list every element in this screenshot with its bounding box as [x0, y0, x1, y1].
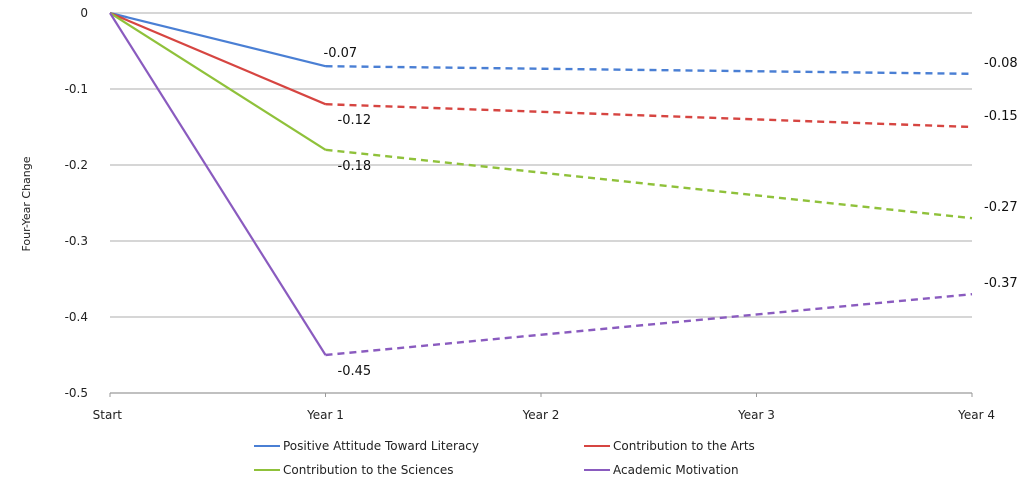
legend-label: Contribution to the Sciences — [283, 463, 453, 477]
legend-item: Contribution to the Sciences — [254, 463, 453, 477]
series-lines — [109, 11, 973, 357]
series-line-solid — [109, 12, 327, 151]
y-tick-label: -0.5 — [65, 386, 88, 400]
y-axis-title: Four-Year Change — [20, 156, 33, 251]
legend: Positive Attitude Toward Literacy Contrib… — [254, 439, 755, 477]
x-tick-label: Year 3 — [737, 408, 775, 422]
data-label: -0.18 — [338, 159, 372, 174]
series-line-dashed — [325, 103, 973, 129]
data-label: -0.27 — [984, 200, 1018, 215]
legend-item: Contribution to the Arts — [584, 439, 755, 453]
grid-lines — [110, 12, 972, 318]
y-tick-label: -0.1 — [65, 82, 88, 96]
y-tick-label: -0.3 — [65, 234, 88, 248]
data-label: -0.12 — [338, 113, 372, 128]
data-labels: -0.07 -0.08 -0.12 -0.15 -0.18 -0.27 -0.45 -0.37 — [324, 46, 1018, 379]
data-label: -0.07 — [324, 46, 358, 61]
data-label: -0.08 — [984, 56, 1018, 71]
y-tick-label: -0.2 — [65, 158, 88, 172]
series-line-dashed — [325, 148, 973, 220]
series-line-solid — [109, 11, 326, 106]
series-line-dashed — [325, 293, 973, 357]
series-line-solid — [109, 12, 327, 356]
legend-label: Academic Motivation — [613, 463, 739, 477]
x-tick-label: Year 4 — [957, 408, 995, 422]
legend-label: Contribution to the Arts — [613, 439, 755, 453]
axes: 0 -0.1 -0.2 -0.3 -0.4 -0.5 Start Year 1 Year 2 Ye… — [65, 6, 995, 422]
legend-label: Positive Attitude Toward Literacy — [283, 439, 479, 453]
series-line-dashed — [325, 65, 973, 75]
x-tick-label: Year 2 — [522, 408, 560, 422]
data-label: -0.15 — [984, 109, 1018, 124]
x-tick-label: Start — [93, 408, 123, 422]
data-label: -0.45 — [338, 364, 372, 379]
series-line-solid — [109, 11, 326, 68]
legend-item: Positive Attitude Toward Literacy — [254, 439, 479, 453]
legend-item: Academic Motivation — [584, 463, 739, 477]
x-tick-label: Year 1 — [306, 408, 344, 422]
y-tick-label: 0 — [80, 6, 88, 20]
y-tick-label: -0.4 — [65, 310, 88, 324]
data-label: -0.37 — [984, 276, 1018, 291]
